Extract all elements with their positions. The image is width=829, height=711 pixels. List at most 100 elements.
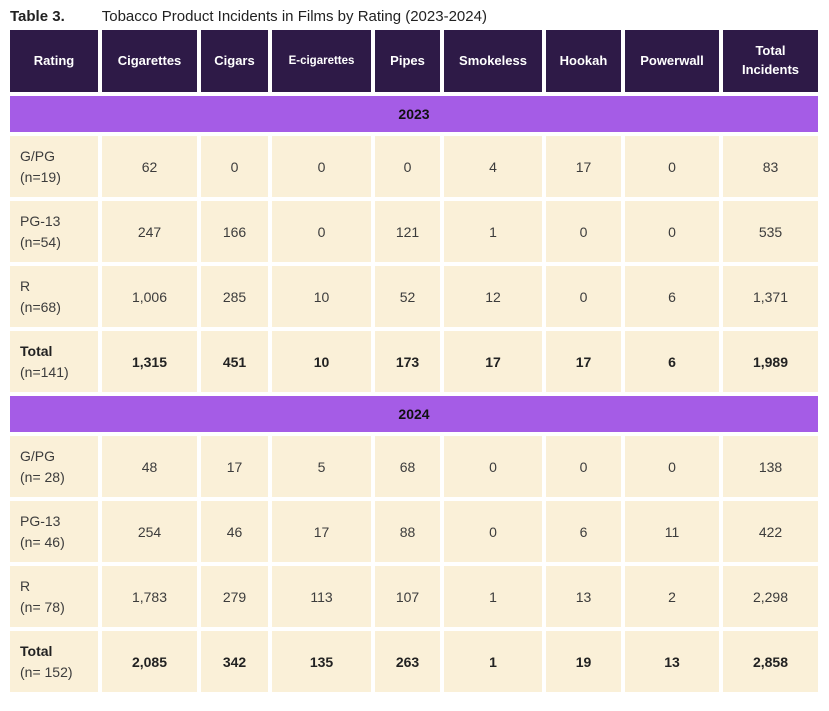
value-cell-e-cigarettes: 5 [272,436,371,497]
sample-size-label: (n=141) [20,363,69,380]
value-cell-cigars: 46 [201,501,268,562]
page: Table 3. Tobacco Product Incidents in Fil… [6,8,829,696]
value-cell-smokeless: 1 [444,631,542,692]
rating-cell: PG-13 (n=54) [10,201,98,262]
table-row-pg-13-2024: PG-13 (n= 46) 254 46 17 88 0 6 11 422 [10,501,818,562]
value-cell-hookah: 17 [546,331,621,392]
rating-cell: G/PG (n= 28) [10,436,98,497]
column-header-powerwall: Powerwall [625,30,719,92]
value-cell-total-incidents: 422 [723,501,818,562]
value-cell-powerwall: 13 [625,631,719,692]
value-cell-powerwall: 11 [625,501,719,562]
value-cell-cigars: 166 [201,201,268,262]
value-cell-pipes: 88 [375,501,440,562]
value-cell-total-incidents: 83 [723,136,818,197]
value-cell-total-incidents: 2,858 [723,631,818,692]
value-cell-cigars: 342 [201,631,268,692]
value-cell-powerwall: 0 [625,136,719,197]
rating-label: R [20,277,31,294]
year-band-row: 2023 [10,96,818,132]
value-cell-smokeless: 0 [444,436,542,497]
value-cell-pipes: 173 [375,331,440,392]
value-cell-hookah: 6 [546,501,621,562]
rating-label: Total [20,642,53,659]
value-cell-e-cigarettes: 17 [272,501,371,562]
column-header-hookah: Hookah [546,30,621,92]
value-cell-smokeless: 17 [444,331,542,392]
value-cell-pipes: 68 [375,436,440,497]
rating-label: Total [20,342,53,359]
value-cell-powerwall: 0 [625,201,719,262]
rating-cell: G/PG (n=19) [10,136,98,197]
value-cell-hookah: 0 [546,436,621,497]
column-header-cigarettes: Cigarettes [102,30,197,92]
value-cell-cigarettes: 1,783 [102,566,197,627]
table-row-total-2024: Total (n= 152) 2,085 342 135 263 1 19 13 2,858 [10,631,818,692]
rating-cell: Total (n=141) [10,331,98,392]
table-row-total-2023: Total (n=141) 1,315 451 10 173 17 17 6 1,989 [10,331,818,392]
year-band-2024: 2024 [10,396,818,432]
value-cell-hookah: 19 [546,631,621,692]
value-cell-pipes: 121 [375,201,440,262]
value-cell-cigars: 0 [201,136,268,197]
value-cell-hookah: 0 [546,266,621,327]
table-number: Table 3. [10,8,65,25]
value-cell-powerwall: 2 [625,566,719,627]
value-cell-cigarettes: 48 [102,436,197,497]
year-band-2023: 2023 [10,96,818,132]
value-cell-e-cigarettes: 10 [272,331,371,392]
table-caption: Tobacco Product Incidents in Films by Ra… [101,8,487,25]
rating-label: R [20,577,31,594]
table-header: Rating Cigarettes Cigars E-cigarettes Pipes S… [10,30,818,92]
value-cell-pipes: 263 [375,631,440,692]
value-cell-e-cigarettes: 0 [272,136,371,197]
tobacco-incidents-table: Rating Cigarettes Cigars E-cigarettes Pipes S… [6,26,822,696]
value-cell-cigarettes: 1,006 [102,266,197,327]
rating-cell: R (n=68) [10,266,98,327]
value-cell-e-cigarettes: 135 [272,631,371,692]
table-row-r-2024: R (n= 78) 1,783 279 113 107 1 13 2 2,298 [10,566,818,627]
value-cell-pipes: 52 [375,266,440,327]
sample-size-label: (n= 78) [20,598,65,615]
value-cell-e-cigarettes: 113 [272,566,371,627]
value-cell-total-incidents: 1,371 [723,266,818,327]
sample-size-label: (n=68) [20,298,61,315]
value-cell-smokeless: 1 [444,566,542,627]
value-cell-cigars: 451 [201,331,268,392]
value-cell-cigarettes: 1,315 [102,331,197,392]
table-title: Table 3. Tobacco Product Incidents in Fil… [10,8,829,25]
table-row-g-pg-2023: G/PG (n=19) 62 0 0 0 4 17 0 83 [10,136,818,197]
sample-size-label: (n= 28) [20,468,65,485]
column-header-e-cigarettes: E-cigarettes [272,30,371,92]
sample-size-label: (n= 152) [20,663,73,680]
table-body: 2023 G/PG (n=19) 62 0 0 0 4 17 0 83 PG-13 (n=54) 247 1… [10,96,818,692]
value-cell-smokeless: 12 [444,266,542,327]
value-cell-pipes: 107 [375,566,440,627]
value-cell-cigars: 17 [201,436,268,497]
sample-size-label: (n=54) [20,233,61,250]
year-band-row: 2024 [10,396,818,432]
value-cell-total-incidents: 138 [723,436,818,497]
value-cell-smokeless: 1 [444,201,542,262]
value-cell-total-incidents: 1,989 [723,331,818,392]
value-cell-cigars: 279 [201,566,268,627]
value-cell-hookah: 17 [546,136,621,197]
rating-label: PG-13 [20,212,61,229]
rating-label: PG-13 [20,512,61,529]
value-cell-powerwall: 6 [625,331,719,392]
value-cell-cigars: 285 [201,266,268,327]
value-cell-powerwall: 0 [625,436,719,497]
value-cell-e-cigarettes: 10 [272,266,371,327]
value-cell-cigarettes: 62 [102,136,197,197]
value-cell-hookah: 0 [546,201,621,262]
value-cell-powerwall: 6 [625,266,719,327]
rating-cell: R (n= 78) [10,566,98,627]
column-header-smokeless: Smokeless [444,30,542,92]
table-row-pg-13-2023: PG-13 (n=54) 247 166 0 121 1 0 0 535 [10,201,818,262]
column-header-cigars: Cigars [201,30,268,92]
value-cell-total-incidents: 2,298 [723,566,818,627]
column-header-rating: Rating [10,30,98,92]
rating-cell: PG-13 (n= 46) [10,501,98,562]
value-cell-hookah: 13 [546,566,621,627]
value-cell-cigarettes: 247 [102,201,197,262]
